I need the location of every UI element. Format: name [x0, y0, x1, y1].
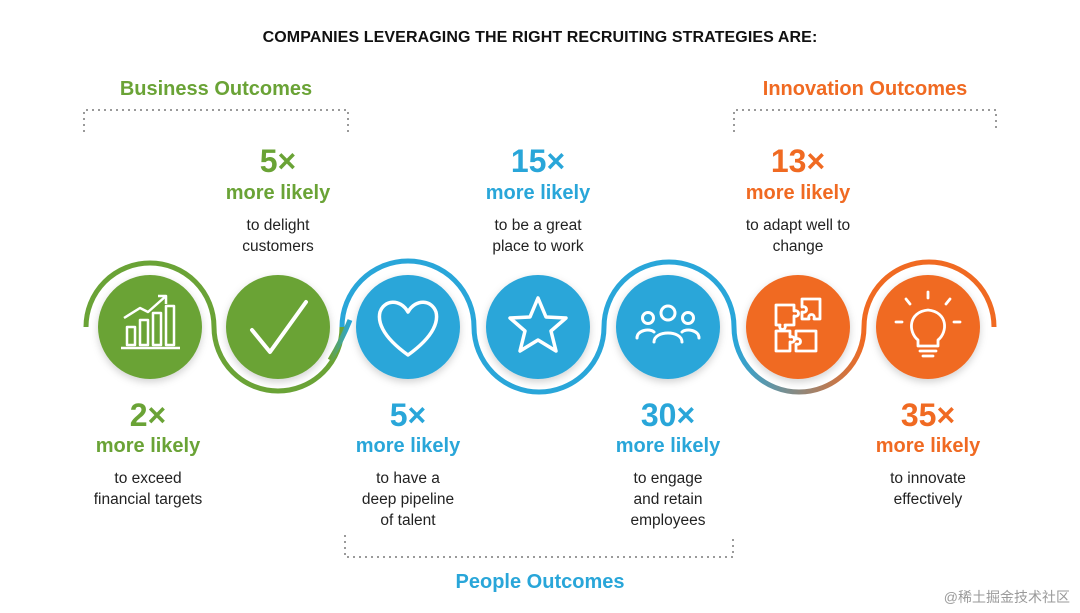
- item-4-likely: more likely: [485, 182, 591, 204]
- circle-workplace: [486, 275, 590, 379]
- circle-innovate: [876, 275, 980, 379]
- heart-icon: [377, 300, 439, 357]
- item-6-multiplier: 13×: [770, 143, 826, 179]
- business-outcomes-label: Business Outcomes: [119, 78, 313, 100]
- arc-1: [83, 260, 217, 328]
- item-2-desc-line: to delight: [246, 217, 310, 234]
- watermark: @稀土掘金技术社区: [943, 589, 1070, 605]
- circle-employees: [616, 275, 720, 379]
- item-5-multiplier: 30×: [640, 397, 696, 433]
- item-1-description: to exceed financial targets: [48, 468, 248, 510]
- circle-financial: [98, 275, 202, 379]
- arc-4: [471, 326, 607, 395]
- item-2-multiplier: 5×: [259, 143, 297, 179]
- item-5-desc-line: and retain: [633, 491, 703, 508]
- people-group-icon: [635, 304, 701, 344]
- lightbulb-icon: [894, 290, 962, 358]
- arc-5: [601, 259, 737, 328]
- circle-adapt: [746, 275, 850, 379]
- page-title: COMPANIES LEVERAGING THE RIGHT RECRUITIN…: [262, 29, 818, 46]
- people-outcomes-label: People Outcomes: [455, 571, 625, 593]
- star-icon: [508, 296, 568, 353]
- item-6-desc-line: change: [772, 238, 824, 255]
- item-2-desc-line: customers: [242, 238, 314, 255]
- item-5-desc-line: to engage: [633, 470, 703, 487]
- item-4-multiplier: 15×: [510, 143, 566, 179]
- item-1-desc-line: financial targets: [93, 491, 203, 508]
- item-3-likely: more likely: [355, 435, 461, 457]
- item-5-description: to engage and retain employees: [568, 468, 768, 531]
- item-6-likely: more likely: [745, 182, 851, 204]
- innovation-outcomes-label: Innovation Outcomes: [762, 78, 968, 100]
- item-4-desc-line: place to work: [492, 238, 584, 255]
- puzzle-icon: [774, 297, 822, 353]
- item-4-description: to be a great place to work: [438, 215, 638, 257]
- item-7-multiplier: 35×: [900, 397, 956, 433]
- item-6-description: to adapt well to change: [698, 215, 898, 257]
- item-7-desc-line: to innovate: [890, 470, 966, 487]
- people-bracket: [344, 535, 734, 558]
- item-3-desc-line: deep pipeline: [361, 491, 455, 508]
- item-2-likely: more likely: [225, 182, 331, 204]
- item-3-multiplier: 5×: [389, 397, 427, 433]
- item-7-desc-line: effectively: [893, 491, 963, 508]
- arc-7: [861, 259, 997, 328]
- item-5-desc-line: employees: [630, 512, 706, 529]
- item-7-description: to innovate effectively: [828, 468, 1028, 510]
- circle-pipeline: [356, 275, 460, 379]
- item-1-multiplier: 2×: [129, 397, 167, 433]
- circle-customers: [226, 275, 330, 379]
- item-5-likely: more likely: [615, 435, 721, 457]
- item-3-description: to have a deep pipeline of talent: [308, 468, 508, 531]
- item-6-desc-line: to adapt well to: [745, 217, 851, 234]
- arc-transition: [327, 319, 353, 362]
- checkmark-icon: [250, 300, 308, 354]
- arc-3: [339, 258, 477, 328]
- item-1-likely: more likely: [95, 435, 201, 457]
- arc-6: [731, 326, 867, 395]
- item-2-description: to delight customers: [178, 215, 378, 257]
- item-7-likely: more likely: [875, 435, 981, 457]
- business-bracket: [83, 109, 349, 132]
- item-4-desc-line: to be a great: [494, 217, 582, 234]
- item-1-desc-line: to exceed: [114, 470, 182, 487]
- innovation-bracket: [733, 109, 997, 132]
- item-3-desc-line: of talent: [380, 512, 436, 529]
- item-3-desc-line: to have a: [376, 470, 440, 487]
- bar-chart-growth-icon: [121, 294, 180, 350]
